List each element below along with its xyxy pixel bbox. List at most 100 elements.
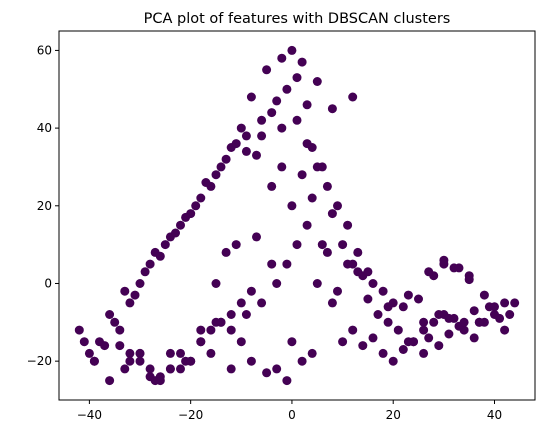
data-point: [176, 220, 185, 230]
data-point: [257, 298, 267, 308]
data-point: [165, 348, 175, 358]
data-point: [277, 162, 287, 172]
data-point: [206, 348, 216, 358]
data-point: [221, 154, 231, 164]
data-point: [292, 73, 302, 83]
data-point: [145, 364, 155, 374]
data-point: [171, 228, 180, 238]
data-point: [236, 298, 246, 308]
data-point: [368, 279, 378, 288]
data-point: [236, 337, 246, 347]
data-point: [297, 170, 307, 180]
data-point: [257, 115, 267, 125]
data-point: [434, 341, 444, 351]
data-point: [419, 348, 429, 358]
chart-title: PCA plot of features with DBSCAN cluster…: [144, 11, 451, 27]
data-point: [419, 317, 429, 327]
data-point: [206, 325, 216, 335]
data-point: [317, 240, 327, 250]
data-point: [79, 337, 89, 347]
data-point: [145, 259, 155, 269]
data-point: [282, 376, 292, 386]
data-point: [196, 193, 206, 203]
data-point: [469, 333, 479, 343]
data-point: [338, 337, 348, 347]
data-point: [469, 306, 479, 316]
data-point: [333, 201, 342, 211]
data-point: [135, 348, 145, 358]
data-point: [241, 146, 251, 156]
data-point: [105, 376, 115, 386]
data-point: [429, 317, 439, 327]
data-point: [211, 279, 221, 288]
data-point: [155, 251, 165, 261]
data-point: [216, 317, 226, 327]
x-tick-label: 40: [487, 408, 502, 422]
data-point: [444, 329, 454, 339]
data-point: [302, 139, 312, 149]
data-point: [368, 333, 378, 343]
data-point: [226, 310, 236, 319]
data-point: [74, 325, 84, 335]
data-point: [373, 310, 383, 319]
data-point: [196, 325, 206, 335]
data-point: [252, 232, 261, 242]
data-point: [312, 162, 322, 172]
data-point: [236, 123, 246, 133]
data-point: [181, 212, 191, 222]
data-point: [439, 255, 449, 265]
data-point: [221, 247, 231, 257]
data-point: [312, 279, 322, 288]
data-point: [302, 100, 312, 110]
data-point: [454, 263, 464, 273]
data-point: [464, 275, 474, 285]
data-point: [398, 345, 408, 354]
data-point: [474, 317, 484, 327]
data-point: [287, 337, 297, 347]
data-point: [257, 131, 267, 141]
data-point: [135, 356, 145, 366]
data-point: [500, 325, 510, 335]
data-point: [262, 65, 272, 75]
data-point: [125, 356, 135, 366]
data-point: [292, 115, 302, 125]
data-point: [353, 247, 363, 257]
data-point: [196, 337, 206, 347]
data-point: [241, 131, 251, 141]
data-point: [272, 364, 282, 374]
data-point: [292, 240, 302, 250]
data-point: [135, 279, 145, 288]
x-axis-ticks: −40 −20 0 20 40: [77, 400, 502, 422]
data-point: [358, 341, 368, 351]
x-tick-label: 0: [288, 408, 296, 422]
data-point: [267, 181, 277, 191]
data-point: [338, 240, 348, 250]
data-point: [241, 310, 251, 319]
data-point: [363, 267, 373, 277]
data-point: [216, 162, 226, 172]
data-point: [176, 348, 185, 358]
y-axis-ticks: −20 0 20 40 60: [27, 43, 59, 368]
y-tick-label: 40: [37, 121, 52, 135]
data-point: [287, 45, 297, 55]
data-point: [322, 181, 332, 191]
data-point: [353, 267, 363, 277]
data-point: [343, 220, 353, 230]
data-point: [393, 325, 403, 335]
data-point: [302, 220, 312, 230]
data-point: [110, 317, 120, 327]
data-point: [105, 310, 115, 319]
data-point: [510, 298, 520, 308]
data-point: [226, 364, 236, 374]
data-point: [348, 325, 358, 335]
data-point: [307, 348, 317, 358]
data-point: [267, 259, 277, 269]
data-point: [403, 290, 413, 300]
axes-frame: [58, 30, 536, 401]
y-tick-label: −20: [27, 354, 52, 368]
data-point: [434, 310, 444, 319]
data-point: [246, 92, 256, 102]
data-point: [500, 298, 510, 308]
data-point: [383, 302, 393, 312]
data-point: [282, 259, 292, 269]
